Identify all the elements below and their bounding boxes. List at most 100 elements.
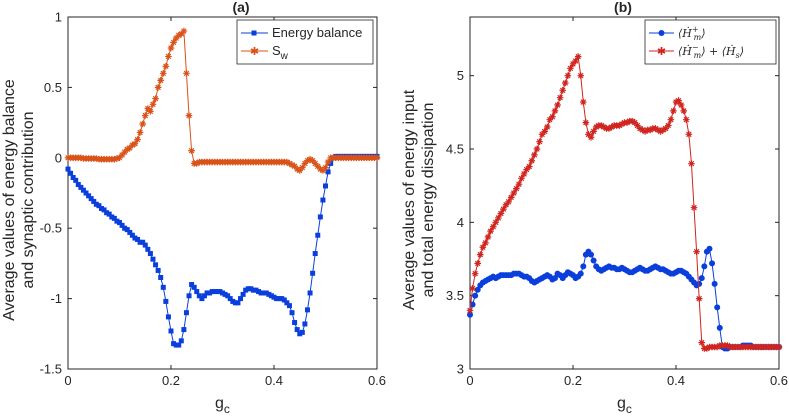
panel-b-series-1-point: [623, 119, 631, 126]
panel-a-series-0-point: [230, 298, 236, 304]
panel-b-series-0-point: [577, 270, 584, 277]
panel-b-series-1-point: [520, 170, 528, 178]
panel-b-series-0-point: [474, 286, 481, 293]
panel-b-series-1-point: [646, 126, 654, 134]
panel-a-series-0-point: [294, 327, 300, 333]
panel-a-series-1-point: [304, 157, 311, 164]
panel-b-series-1-point: [561, 79, 569, 87]
panel-a-ytick-label: -1.5: [40, 362, 62, 377]
panel-a-series-0-point: [191, 284, 197, 290]
panel-b-xtick-label: 0: [466, 373, 473, 388]
panel-a-series-0-point: [140, 239, 146, 245]
panel-a-series-0-point: [240, 291, 246, 297]
panel-a-series-0-point: [220, 290, 225, 296]
panel-a-series-1-point: [159, 70, 167, 77]
panel-a-series-1-point: [116, 154, 123, 162]
panel-b-series-1-point: [469, 285, 476, 292]
legend-a-marker-sw: ✱: [250, 46, 259, 58]
panel-b-xlabel: gc: [617, 395, 632, 416]
panel-a-series-1-point: [193, 160, 201, 167]
panel-b-series-1-point: [551, 107, 559, 115]
legend-b-diss-close: ⟩: [739, 45, 744, 58]
panel-b-series-1-point: [713, 343, 721, 351]
panel-a-series-1-point: [121, 148, 128, 156]
panel-a-series-0-point: [101, 207, 107, 213]
panel-a-series-0-point: [91, 198, 97, 204]
panel-a-series-0-point: [127, 229, 133, 235]
panel-b-series-0-point: [714, 304, 721, 311]
panel-b-series-1-point: [549, 113, 556, 121]
panel-b-series-1-point: [680, 107, 688, 115]
panel-b-series-1-point: [543, 123, 551, 131]
panel-a-series-1-point: [131, 140, 139, 148]
panel-a-series-1-point: [178, 30, 185, 38]
panel-b-series-1-point: [482, 239, 489, 247]
panel-b-series-1-point: [502, 201, 510, 209]
panel-b-series-1-point: [775, 343, 783, 351]
panel-b-series-1-point: [659, 126, 667, 134]
panel-a-series-0-point: [307, 290, 313, 296]
panel-b-series-1-point: [616, 122, 623, 129]
panel-a-series-1-point: [185, 112, 193, 119]
panel-b-series-1-point: [564, 72, 572, 79]
legend-b-diss-open: ⟨: [678, 45, 683, 58]
panel-a-ytick-label: 0: [55, 150, 62, 165]
panel-a-series-0-point: [297, 331, 303, 337]
panel-a-series-1-point: [144, 105, 152, 112]
panel-a-title: (a): [232, 0, 249, 15]
panel-b-series-1-point: [585, 131, 592, 138]
panel-b-series-1-point: [636, 125, 644, 132]
panel-b-series-1-point: [664, 122, 672, 129]
panel-a-series-0-point: [147, 251, 153, 257]
panel-b-series-1-point: [525, 163, 533, 170]
legend-a-label-sw-main: S: [272, 43, 281, 58]
panel-a-series-0-point: [315, 232, 321, 238]
panel-a-series-0-point: [155, 267, 161, 273]
panel-a-xlabel-sub: c: [224, 402, 230, 416]
panel-b-ytick-label: 3: [457, 362, 464, 377]
legend-b-label-input: ⟨Ḣ+ m⟩: [678, 25, 705, 42]
panel-b-series-1-point: [471, 270, 479, 277]
panel-a-series-0-point: [93, 201, 99, 207]
panel-b-series-1-point: [518, 175, 525, 182]
panel-a-series-0-point: [75, 182, 81, 188]
panel-b-series-1-point: [577, 72, 585, 79]
legend-a-marker-energy-balance: [251, 30, 257, 36]
panel-a-series-0-point: [65, 166, 71, 172]
panel-b-series-0-point: [467, 311, 473, 318]
panel-b-series-1-point: [592, 123, 600, 131]
panel-a-series-1-point: [317, 165, 324, 173]
panel-b-series-1-point: [582, 119, 590, 126]
panel-b-series-1-point: [536, 138, 543, 145]
panel-a-series-0-point: [204, 290, 210, 296]
panel-a-legend-box: [236, 19, 374, 65]
panel-b-title: (b): [614, 0, 632, 15]
panel-b-legend: ⟨Ḣ+ m⟩ ✱ ⟨Ḣ− m⟩ + ⟨Ḣs⟩: [644, 19, 777, 65]
panel-a-series-0-point: [261, 290, 267, 296]
panel-b-series-1-point: [685, 131, 693, 138]
panel-a-series-0-point: [286, 303, 292, 309]
panel-a-ylabel-line1: Average values of energy balance: [1, 79, 18, 321]
legend-b-diss-h2: Ḣ: [725, 44, 736, 58]
panel-a-series-0-point: [253, 287, 259, 293]
panel-a-ylabel-line2: and synaptic contribution: [20, 112, 37, 289]
panel-b-series-1-point: [688, 160, 695, 167]
panel-a-series-1-point: [309, 157, 316, 164]
panel-a-legend: Energy balance ✱ Sw: [236, 19, 374, 65]
panel-b-series-1-point: [631, 119, 639, 126]
legend-b-diss-h1: Ḣ: [681, 44, 692, 58]
panel-b-series-1-point: [628, 117, 636, 125]
panel-a-series-0-point: [96, 203, 102, 209]
panel-a-series-0-point: [310, 270, 316, 276]
legend-a-label-sw: Sw: [272, 43, 289, 62]
panel-a-series-0-point: [114, 218, 120, 224]
panel-b-series-1-point: [600, 123, 608, 131]
panel-b-series-0-point: [580, 263, 587, 270]
panel-b-series-1-point: [546, 116, 554, 123]
panel-a-series-0-point: [328, 160, 334, 166]
panel-a-series-0-point: [194, 289, 200, 295]
panel-b-series-1-point: [477, 251, 484, 258]
panel-a-series-0-point: [207, 290, 213, 296]
panel-b-series-1-point: [662, 125, 669, 132]
panel-a-series-0-point: [222, 291, 228, 297]
